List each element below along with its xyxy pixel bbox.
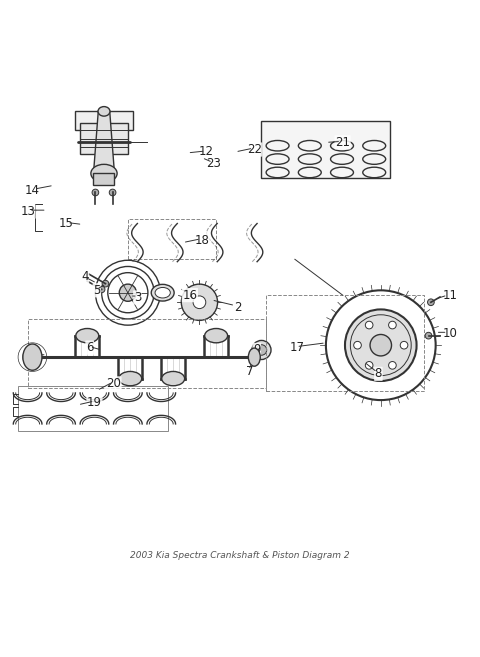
Text: 6: 6 — [86, 341, 94, 354]
Circle shape — [365, 321, 373, 329]
Circle shape — [193, 296, 206, 309]
Circle shape — [92, 189, 99, 196]
Text: 5: 5 — [93, 284, 100, 297]
Text: 13: 13 — [20, 205, 35, 218]
Bar — [75, 112, 132, 131]
Text: 21: 21 — [335, 136, 350, 149]
Circle shape — [370, 334, 392, 356]
Ellipse shape — [98, 106, 110, 116]
Polygon shape — [94, 173, 115, 185]
Circle shape — [256, 345, 267, 355]
Circle shape — [181, 284, 217, 321]
Circle shape — [345, 309, 417, 381]
Text: 2003 Kia Spectra Crankshaft & Piston Diagram 2: 2003 Kia Spectra Crankshaft & Piston Dia… — [130, 551, 350, 560]
Text: 7: 7 — [246, 365, 253, 378]
Bar — [28, 319, 266, 388]
Text: 3: 3 — [134, 291, 141, 304]
Circle shape — [252, 340, 271, 359]
Circle shape — [109, 178, 114, 183]
Circle shape — [102, 281, 109, 287]
Text: 11: 11 — [443, 288, 457, 302]
Text: 10: 10 — [443, 327, 457, 340]
Text: 23: 23 — [206, 158, 221, 170]
Circle shape — [389, 321, 396, 329]
Circle shape — [400, 342, 408, 349]
Bar — [80, 124, 128, 154]
Text: 8: 8 — [375, 367, 382, 380]
Ellipse shape — [155, 288, 170, 298]
Text: 2: 2 — [234, 300, 241, 313]
Text: 19: 19 — [87, 396, 102, 409]
Bar — [18, 386, 168, 431]
Ellipse shape — [248, 348, 260, 366]
Ellipse shape — [151, 284, 174, 301]
Circle shape — [354, 342, 361, 349]
Text: 14: 14 — [25, 183, 40, 196]
Ellipse shape — [98, 141, 110, 148]
Bar — [128, 219, 216, 260]
Bar — [266, 295, 424, 390]
Text: 1: 1 — [24, 348, 31, 361]
Text: 15: 15 — [59, 217, 73, 230]
Text: 20: 20 — [106, 377, 121, 390]
Text: 17: 17 — [290, 341, 305, 354]
Bar — [262, 121, 390, 178]
Ellipse shape — [119, 371, 142, 386]
Circle shape — [365, 361, 373, 369]
Text: 4: 4 — [81, 269, 89, 283]
Ellipse shape — [91, 164, 117, 183]
Ellipse shape — [162, 371, 185, 386]
Ellipse shape — [204, 328, 228, 343]
Text: 12: 12 — [199, 145, 214, 158]
Circle shape — [119, 284, 136, 302]
Ellipse shape — [76, 328, 99, 343]
Polygon shape — [94, 112, 115, 173]
Text: 18: 18 — [194, 234, 209, 247]
Circle shape — [428, 299, 434, 306]
Circle shape — [95, 178, 99, 183]
Circle shape — [98, 286, 105, 293]
Text: 22: 22 — [247, 143, 262, 156]
Circle shape — [109, 189, 116, 196]
Ellipse shape — [23, 344, 42, 371]
Text: 16: 16 — [182, 288, 197, 302]
Circle shape — [425, 332, 432, 339]
Circle shape — [389, 361, 396, 369]
Text: 9: 9 — [253, 344, 261, 357]
